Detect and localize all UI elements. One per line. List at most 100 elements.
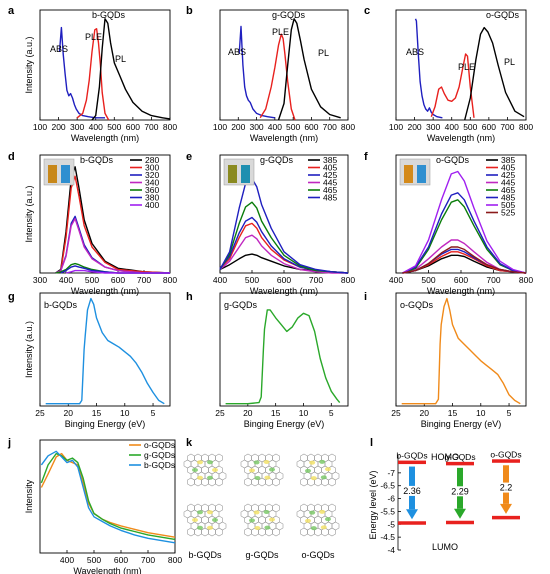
orbital-lobe [320,525,327,530]
x-tick-label: 20 [243,408,253,418]
legend-label: 380 [145,193,159,203]
molecule-structure [240,503,284,537]
plot-frame [39,292,171,407]
series-label: PL [115,54,126,64]
hex-ring [187,477,195,487]
orbital-lobe [305,518,312,523]
x-axis-title: Wavelength (nm) [250,286,318,296]
x-tick-label: 10 [120,408,130,418]
orbital-lobe [254,525,261,530]
legend-label: 360 [145,185,159,195]
orbital-lobe [249,518,256,523]
legend-label: 525 [501,208,515,218]
molecule-structure [296,453,340,487]
x-tick-label: 600 [454,275,468,285]
legend-label: 425 [501,170,515,180]
gap-label-bg [450,486,470,497]
series-line-340 [55,218,170,274]
y-axis-title: Intensity [24,479,34,513]
series-line-abs [414,18,443,119]
x-tick-label: 400 [389,275,403,285]
legend-label: 385 [501,155,515,165]
inset-sample-label: g-GQDs [272,10,306,20]
panel-letter-f: f [364,151,368,163]
inset-sample-label: g-GQDs [260,155,294,165]
x-tick-label: 600 [126,122,140,132]
x-axis-title: Wavelength (nm) [71,286,139,296]
x-tick-label: 15 [448,408,458,418]
legend-label: 485 [323,193,337,203]
panel-c: 100 200 300 400 500 600 700 800 Wavelength (nm) A… [389,9,533,143]
series-line-ple [76,28,110,121]
x-tick-label: 20 [64,408,74,418]
lumo-label: LUMO [432,542,458,552]
x-tick-label: 400 [60,555,74,565]
series-label: PLE [85,32,102,42]
orbital-lobe [197,510,203,515]
series-line-445 [219,234,348,274]
x-tick-label: 400 [268,122,282,132]
x-tick-label: 200 [231,122,245,132]
x-tick-label: 400 [445,122,459,132]
panel-j: 400 500 600 700 800 Wavelength (nm) Intensity o… [24,439,182,574]
orbital-lobe [310,526,317,531]
legend-label: b-GQDs [144,460,175,470]
x-tick-label: 600 [114,555,128,565]
orbital-lobe [319,459,326,464]
orbital-lobe [310,476,317,481]
legend-label: 485 [501,193,515,203]
series-line-b-gqds [45,297,165,405]
legend-label: 405 [323,163,337,173]
hex-ring [215,527,223,537]
panel-g: 25 20 15 10 5 Binging Energy (eV) Intensity (a… [24,292,171,429]
x-tick-label: 400 [59,275,73,285]
x-tick-label: 25 [215,408,225,418]
structure-label: g-GQDs [245,550,279,560]
panel-letter-j: j [7,437,11,449]
x-tick-label: 600 [111,275,125,285]
legend-label: g-GQDs [144,450,175,460]
legend-label: 445 [323,178,337,188]
y-tick-label: -5.5 [380,506,395,516]
homo-level-bar [446,461,474,466]
structure-label: o-GQDs [301,550,335,560]
x-tick-label: 700 [309,275,323,285]
panel-letter-i: i [364,291,367,303]
vial-icon [61,165,70,183]
x-tick-label: 100 [389,122,403,132]
hex-ring [187,527,195,537]
gap-value-label: 2.36 [403,486,421,496]
orbital-lobe [268,467,275,472]
gap-value-label: 2.29 [451,486,469,496]
orbital-lobe [212,468,218,472]
y-tick-label: -6.5 [380,481,395,491]
orbital-lobe [268,517,275,522]
x-tick-label: 800 [163,275,177,285]
x-tick-label: 700 [141,555,155,565]
inset-sample-label: b-GQDs [80,155,114,165]
x-tick-label: 20 [420,408,430,418]
plot-frame [39,439,176,554]
legend-label: 405 [501,163,515,173]
x-tick-label: 25 [391,408,401,418]
orbital-lobe [253,510,260,515]
hex-ring [201,477,209,487]
inset-sample-label: b-GQDs [44,300,78,310]
orbital-lobe [309,460,316,465]
legend-label: 300 [145,163,159,173]
panel-i: 25 20 15 10 5 Binging Energy (eV) o-GQDs [391,292,527,429]
x-tick-label: 200 [51,122,65,132]
category-label: o-GQDs [490,449,521,459]
panel-letter-h: h [186,291,193,303]
lumo-level-bar [398,521,426,525]
y-tick-label: -6 [387,494,395,504]
hex-ring [244,477,252,487]
hex-ring [244,527,252,537]
legend-label: 280 [145,155,159,165]
orbital-lobe [197,525,203,530]
orbital-lobe [192,518,198,522]
x-tick-label: 500 [107,122,121,132]
series-line-425 [219,216,349,274]
x-tick-label: 800 [519,122,533,132]
series-line-ple [430,53,475,118]
